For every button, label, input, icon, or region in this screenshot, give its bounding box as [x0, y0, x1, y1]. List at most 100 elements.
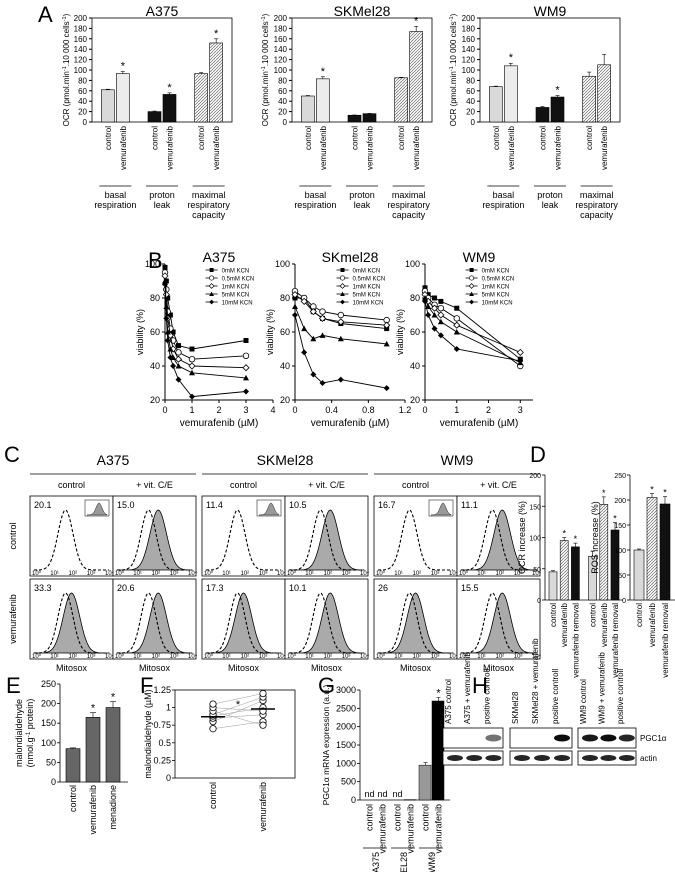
axis-tick-label: 10⁴	[105, 570, 115, 577]
x-axis-label: Mitosox	[56, 663, 88, 673]
axis-tick-label: 10²	[413, 571, 422, 577]
y-tick-label: 20	[78, 108, 87, 117]
y-tick-label: 1.25	[153, 685, 171, 695]
pair-line	[212, 707, 264, 712]
legend-marker	[469, 299, 474, 305]
histogram-dashed	[377, 592, 453, 654]
data-point	[310, 371, 317, 378]
significance-mark: *	[562, 529, 566, 539]
blot-band	[447, 755, 463, 761]
x-tick-label: vemurafenib	[507, 125, 516, 170]
row-label: control	[8, 522, 18, 549]
x-axis-label: Mitosox	[139, 663, 171, 673]
chart-title: WM9	[463, 249, 496, 265]
axis-tick-label: 10²	[324, 654, 333, 660]
significance-mark: *	[91, 703, 96, 715]
inset-curve	[258, 502, 280, 516]
data-point	[337, 376, 344, 383]
pair-line	[212, 714, 264, 719]
axis-tick-label: 10⁴	[188, 653, 198, 660]
data-point	[425, 312, 432, 318]
condition-label: + vit. C/E	[480, 480, 517, 490]
blot-band	[554, 755, 570, 761]
significance-mark: *	[414, 15, 419, 27]
label-part: .10 000 cells	[261, 21, 270, 66]
x-tick-label: control	[585, 126, 594, 150]
y-tick-label: 0.25	[153, 755, 171, 765]
histogram-filled	[461, 592, 537, 654]
legend-label: 5mM KCN	[222, 293, 250, 299]
data-point	[453, 346, 460, 352]
legend-marker	[468, 283, 475, 289]
label-part: -1	[261, 66, 267, 71]
axis-tick-label: 10²	[496, 654, 505, 660]
axis-tick-label: 10⁰	[32, 570, 42, 577]
significance-mark: *	[650, 485, 654, 495]
y-axis-label: malondialdehyde	[14, 699, 24, 767]
data-point	[437, 311, 445, 319]
histogram-dashed	[205, 509, 281, 571]
percent-value: 10.5	[289, 500, 307, 510]
y-tick-label: 160	[462, 35, 476, 44]
pair-line	[212, 696, 264, 715]
y-tick-label: 0	[471, 118, 476, 127]
data-point	[337, 335, 344, 342]
histogram-dashed	[116, 592, 192, 654]
y-tick-label: 20	[410, 395, 420, 405]
y-tick-label: 2000	[336, 722, 356, 732]
y-tick-label: 60	[150, 327, 160, 337]
bar	[535, 107, 550, 123]
condition-label: control	[402, 480, 429, 490]
bar	[209, 42, 223, 123]
x-tick-label: control	[635, 603, 644, 627]
percent-value: 20.6	[117, 583, 135, 593]
axis-tick-label: 10³	[87, 654, 96, 660]
legend-label: 0mM KCN	[222, 269, 250, 275]
legend-label: 0.5mM KCN	[222, 277, 255, 283]
data-point	[259, 721, 267, 729]
y-tick-label: 80	[150, 293, 160, 303]
axis-tick-label: 10¹	[477, 571, 486, 577]
x-tick-label: control	[393, 804, 403, 831]
axis-tick-label: 10²	[241, 654, 250, 660]
x-tick-label: vemurafenib	[412, 125, 421, 170]
y-tick-label: 50	[533, 567, 541, 574]
x-tick-label: control	[492, 126, 501, 150]
y-tick-label: 60	[410, 327, 420, 337]
blot-band	[554, 734, 570, 742]
bar	[599, 504, 609, 601]
histogram-dashed	[205, 592, 281, 654]
x-tick-label: control	[68, 785, 78, 812]
y-tick-label: 0	[83, 118, 88, 127]
lane-label: positive controll	[482, 669, 491, 724]
blot-band	[582, 734, 598, 742]
y-tick-label: 100	[41, 738, 56, 748]
data-point	[162, 281, 168, 288]
axis-tick-label: 10⁰	[376, 653, 386, 660]
data-point	[437, 332, 444, 339]
y-tick-label: 250	[614, 473, 626, 480]
blot-band	[485, 734, 502, 742]
data-point	[422, 298, 428, 305]
blot-band	[582, 755, 598, 761]
axis-tick-label: 10²	[324, 571, 333, 577]
y-tick-label: 0	[351, 795, 356, 805]
y-tick-label: 60	[278, 87, 287, 96]
histogram-cell: 10⁰ 10¹ 10² 10³ 10⁴ 10.1	[284, 578, 370, 660]
axis-tick-label: 10⁴	[532, 570, 542, 577]
axis-tick-label: 10⁴	[532, 653, 542, 660]
legend-marker	[209, 299, 214, 305]
bar	[316, 78, 330, 123]
significance-mark: *	[509, 52, 514, 64]
data-point	[437, 305, 445, 312]
bar	[347, 114, 362, 123]
histogram-cell: 10⁰ 10¹ 10² 10³ 10⁴ 10.5	[284, 495, 370, 577]
percent-value: 15.5	[461, 583, 479, 593]
x-tick-label: vemurafenib	[88, 785, 98, 835]
group-label: respiratory	[575, 200, 618, 210]
y-tick-label: 100	[274, 66, 288, 75]
y-tick-label: 500	[341, 777, 356, 787]
label-part: -1	[449, 66, 455, 71]
y-tick-label: 20	[466, 108, 475, 117]
